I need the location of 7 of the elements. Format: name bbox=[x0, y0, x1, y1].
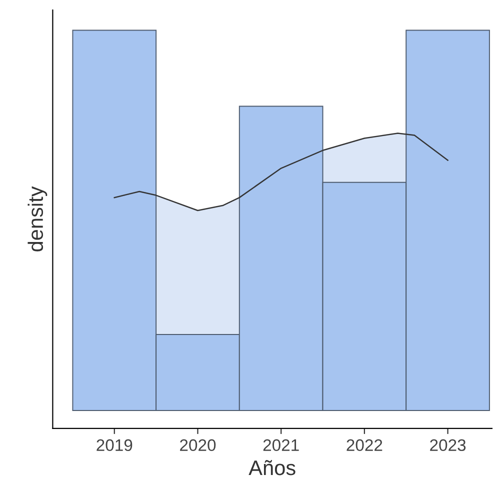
x-axis-title: Años bbox=[248, 460, 296, 476]
y-axis-title: density bbox=[28, 186, 48, 252]
x-tick-label: 2021 bbox=[263, 439, 299, 452]
x-tick-label: 2022 bbox=[346, 439, 382, 452]
x-tick-label: 2019 bbox=[96, 439, 132, 452]
x-tick-label: 2023 bbox=[430, 439, 466, 452]
x-tick-label: 2020 bbox=[180, 439, 216, 452]
